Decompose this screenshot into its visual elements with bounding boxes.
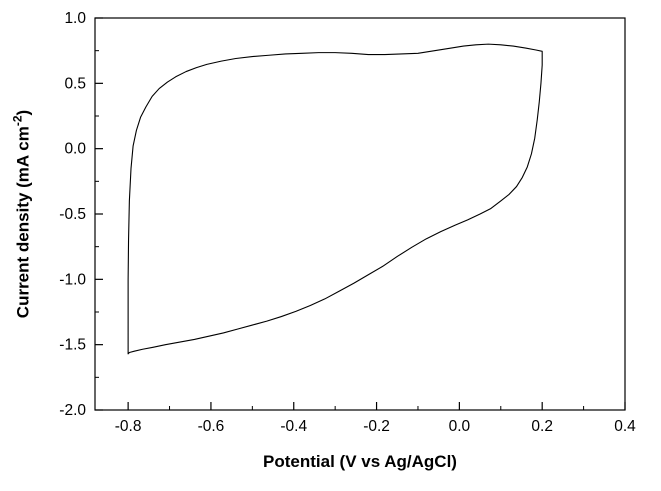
x-tick-label: -0.2 [363,418,390,435]
y-axis-title-superscript: -2 [10,115,25,127]
x-tick-label: 0.2 [531,418,553,435]
y-tick-label: -1.5 [59,337,86,354]
y-tick-label: 0.0 [64,141,86,158]
x-axis-title: Potential (V vs Ag/AgCl) [263,452,457,471]
x-tick-label: -0.8 [115,418,142,435]
y-axis-title: Current density (mA cm-2) [11,110,34,318]
y-tick-label: 0.5 [64,75,86,92]
x-tick-label: -0.6 [198,418,225,435]
y-axis-title-close: ) [13,109,33,116]
y-tick-label: 1.0 [64,10,86,27]
y-axis-title-text: Current density (mA cm [13,126,33,319]
plot-border [94,17,626,411]
y-tick-label: -1.0 [59,271,86,288]
x-tick-label: 0.4 [614,418,636,435]
x-tick-label: 0.0 [449,418,471,435]
y-tick-label: -2.0 [59,402,86,419]
y-tick-label: -0.5 [59,206,86,223]
x-tick-label: -0.4 [280,418,307,435]
cv-curve [127,43,543,355]
